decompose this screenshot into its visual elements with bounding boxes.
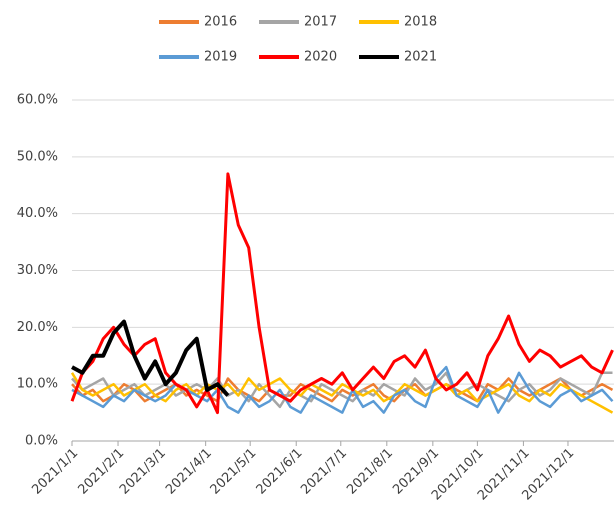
legend-label: 2020 [304,50,337,65]
y-tick-label: 50.0% [17,149,58,164]
legend-label: 2016 [204,15,237,30]
series-line [71,319,230,397]
series-line [70,172,614,415]
series-line [71,371,613,409]
series-line [71,377,614,403]
x-tick-label: 2021/5/1 [208,446,260,498]
y-tick-label: 60.0% [17,93,58,108]
x-tick-label: 2021/1/1 [29,446,81,498]
x-tick-label: 2021/8/1 [344,446,396,498]
legend-label: 2019 [204,50,237,65]
x-tick-label: 2021/6/1 [254,446,306,498]
y-tick-label: 20.0% [17,320,58,335]
y-tick-label: 40.0% [17,206,58,221]
x-tick-label: 2021/7/1 [298,446,350,498]
series-line [70,372,614,414]
legend-label: 2017 [304,15,337,30]
x-tick-label: 2021/4/1 [163,446,215,498]
y-tick-label: 10.0% [17,377,58,392]
y-tick-label: 30.0% [17,263,58,278]
legend-label: 2021 [404,50,437,65]
x-tick-label: 2021/3/1 [117,446,169,498]
legend-label: 2018 [404,15,437,30]
series-line [71,365,614,414]
y-tick-label: 0.0% [25,434,58,449]
